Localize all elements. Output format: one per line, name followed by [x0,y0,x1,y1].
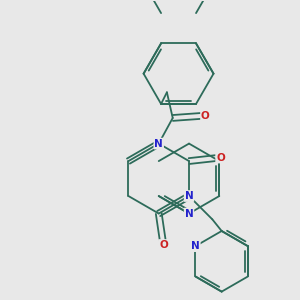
Text: N: N [154,139,163,148]
Text: N: N [191,241,200,251]
Text: N: N [184,191,194,201]
Text: N: N [184,208,194,218]
Text: O: O [201,111,210,121]
Text: O: O [216,153,225,163]
Text: O: O [159,240,168,250]
